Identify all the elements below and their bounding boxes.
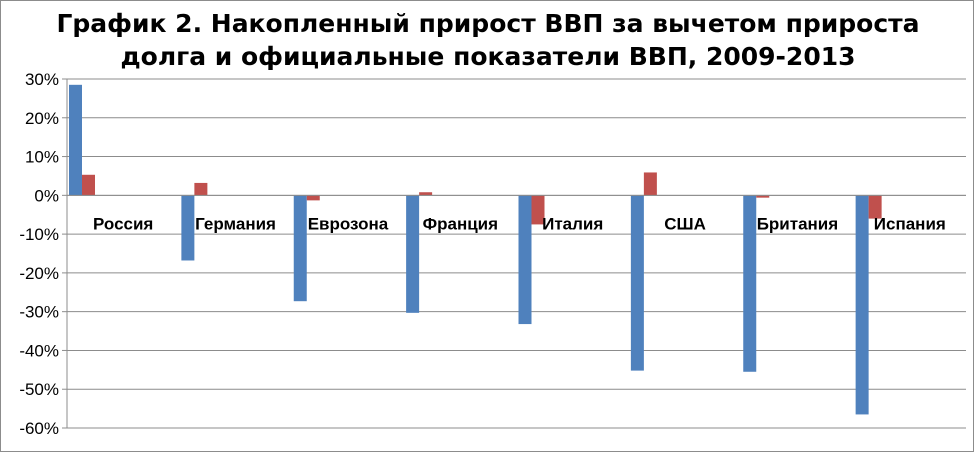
y-tick-label: 20% <box>25 109 59 128</box>
category-label: Британия <box>757 214 838 233</box>
bar-series-2-7 <box>868 195 882 219</box>
bar-series-1-5 <box>630 195 644 371</box>
category-label: США <box>664 214 706 233</box>
y-tick-label: -20% <box>19 264 59 283</box>
bar-series-2-3 <box>419 192 433 196</box>
category-label: Франция <box>423 214 498 233</box>
bar-series-2-2 <box>306 195 320 201</box>
y-tick-label: -30% <box>19 303 59 322</box>
labels: 30% 20% 10% 0% -10% -20% -30% -40% -50% -60% Росси… <box>19 70 946 438</box>
category-label: Еврозона <box>308 214 389 233</box>
y-tick-label: -50% <box>19 380 59 399</box>
y-tick-label: -40% <box>19 341 59 360</box>
y-tick-label: -60% <box>19 419 59 438</box>
chart-title: График 2. Накопленный прирост ВВП за выч… <box>56 9 920 71</box>
bar-series-2-0 <box>82 174 95 196</box>
category-label: Россия <box>93 214 153 233</box>
bar-series-1-7 <box>855 195 869 415</box>
bar-series-2-6 <box>756 195 770 198</box>
gridlines <box>67 78 966 429</box>
axes <box>62 78 966 429</box>
bar-series-1-3 <box>406 195 420 313</box>
category-label: Испания <box>874 214 946 233</box>
y-tick-label: -10% <box>19 225 59 244</box>
category-label: Италия <box>542 214 603 233</box>
bar-series-2-1 <box>194 182 208 196</box>
bar-series-1-2 <box>293 195 307 302</box>
bar-series-1-1 <box>181 195 195 261</box>
bar-series-2-5 <box>643 172 657 196</box>
bar-series-1-0 <box>69 84 82 196</box>
bars <box>69 84 882 415</box>
bar-series-1-4 <box>518 195 532 325</box>
y-tick-label: 10% <box>25 148 59 167</box>
y-tick-label: 30% <box>25 70 59 89</box>
y-tick-label: 0% <box>34 186 59 205</box>
bar-series-2-4 <box>531 195 545 225</box>
bar-series-1-6 <box>743 195 757 372</box>
category-label: Германия <box>195 214 276 233</box>
